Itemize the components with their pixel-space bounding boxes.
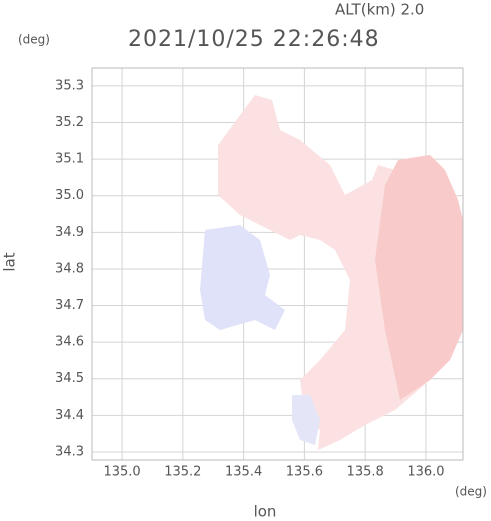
y-tick-label: 34.4 <box>55 408 84 423</box>
y-tick-label: 34.8 <box>55 261 84 276</box>
radar-echo-strong <box>375 155 463 400</box>
y-unit: (deg) <box>18 33 50 47</box>
x-tick-label: 136.0 <box>407 465 444 480</box>
plot-frame <box>91 67 464 461</box>
x-tick-label: 135.0 <box>103 465 140 480</box>
y-axis-label: lat <box>1 252 19 271</box>
y-tick-label: 34.5 <box>55 371 84 386</box>
y-tick-label: 35.0 <box>55 188 84 203</box>
y-tick-label: 35.3 <box>55 78 84 93</box>
x-tick-label: 135.4 <box>225 465 262 480</box>
y-tick-label: 34.7 <box>55 298 84 313</box>
x-tick-label: 135.2 <box>164 465 201 480</box>
radar-echo-negative <box>200 225 285 330</box>
altitude-label: ALT(km) 2.0 <box>335 1 424 19</box>
x-tick-label: 135.6 <box>286 465 323 480</box>
plot-area <box>92 68 463 460</box>
y-tick-label: 34.6 <box>55 335 84 350</box>
x-axis-label: lon <box>254 503 277 521</box>
y-tick-label: 34.3 <box>55 444 84 459</box>
x-tick-label: 135.8 <box>347 465 384 480</box>
chart-title: 2021/10/25 22:26:48 <box>128 27 380 52</box>
radar-echo-negative <box>292 395 320 445</box>
y-tick-label: 35.2 <box>55 115 84 130</box>
y-tick-label: 34.9 <box>55 225 84 240</box>
x-unit: (deg) <box>455 485 487 499</box>
y-tick-label: 35.1 <box>55 152 84 167</box>
